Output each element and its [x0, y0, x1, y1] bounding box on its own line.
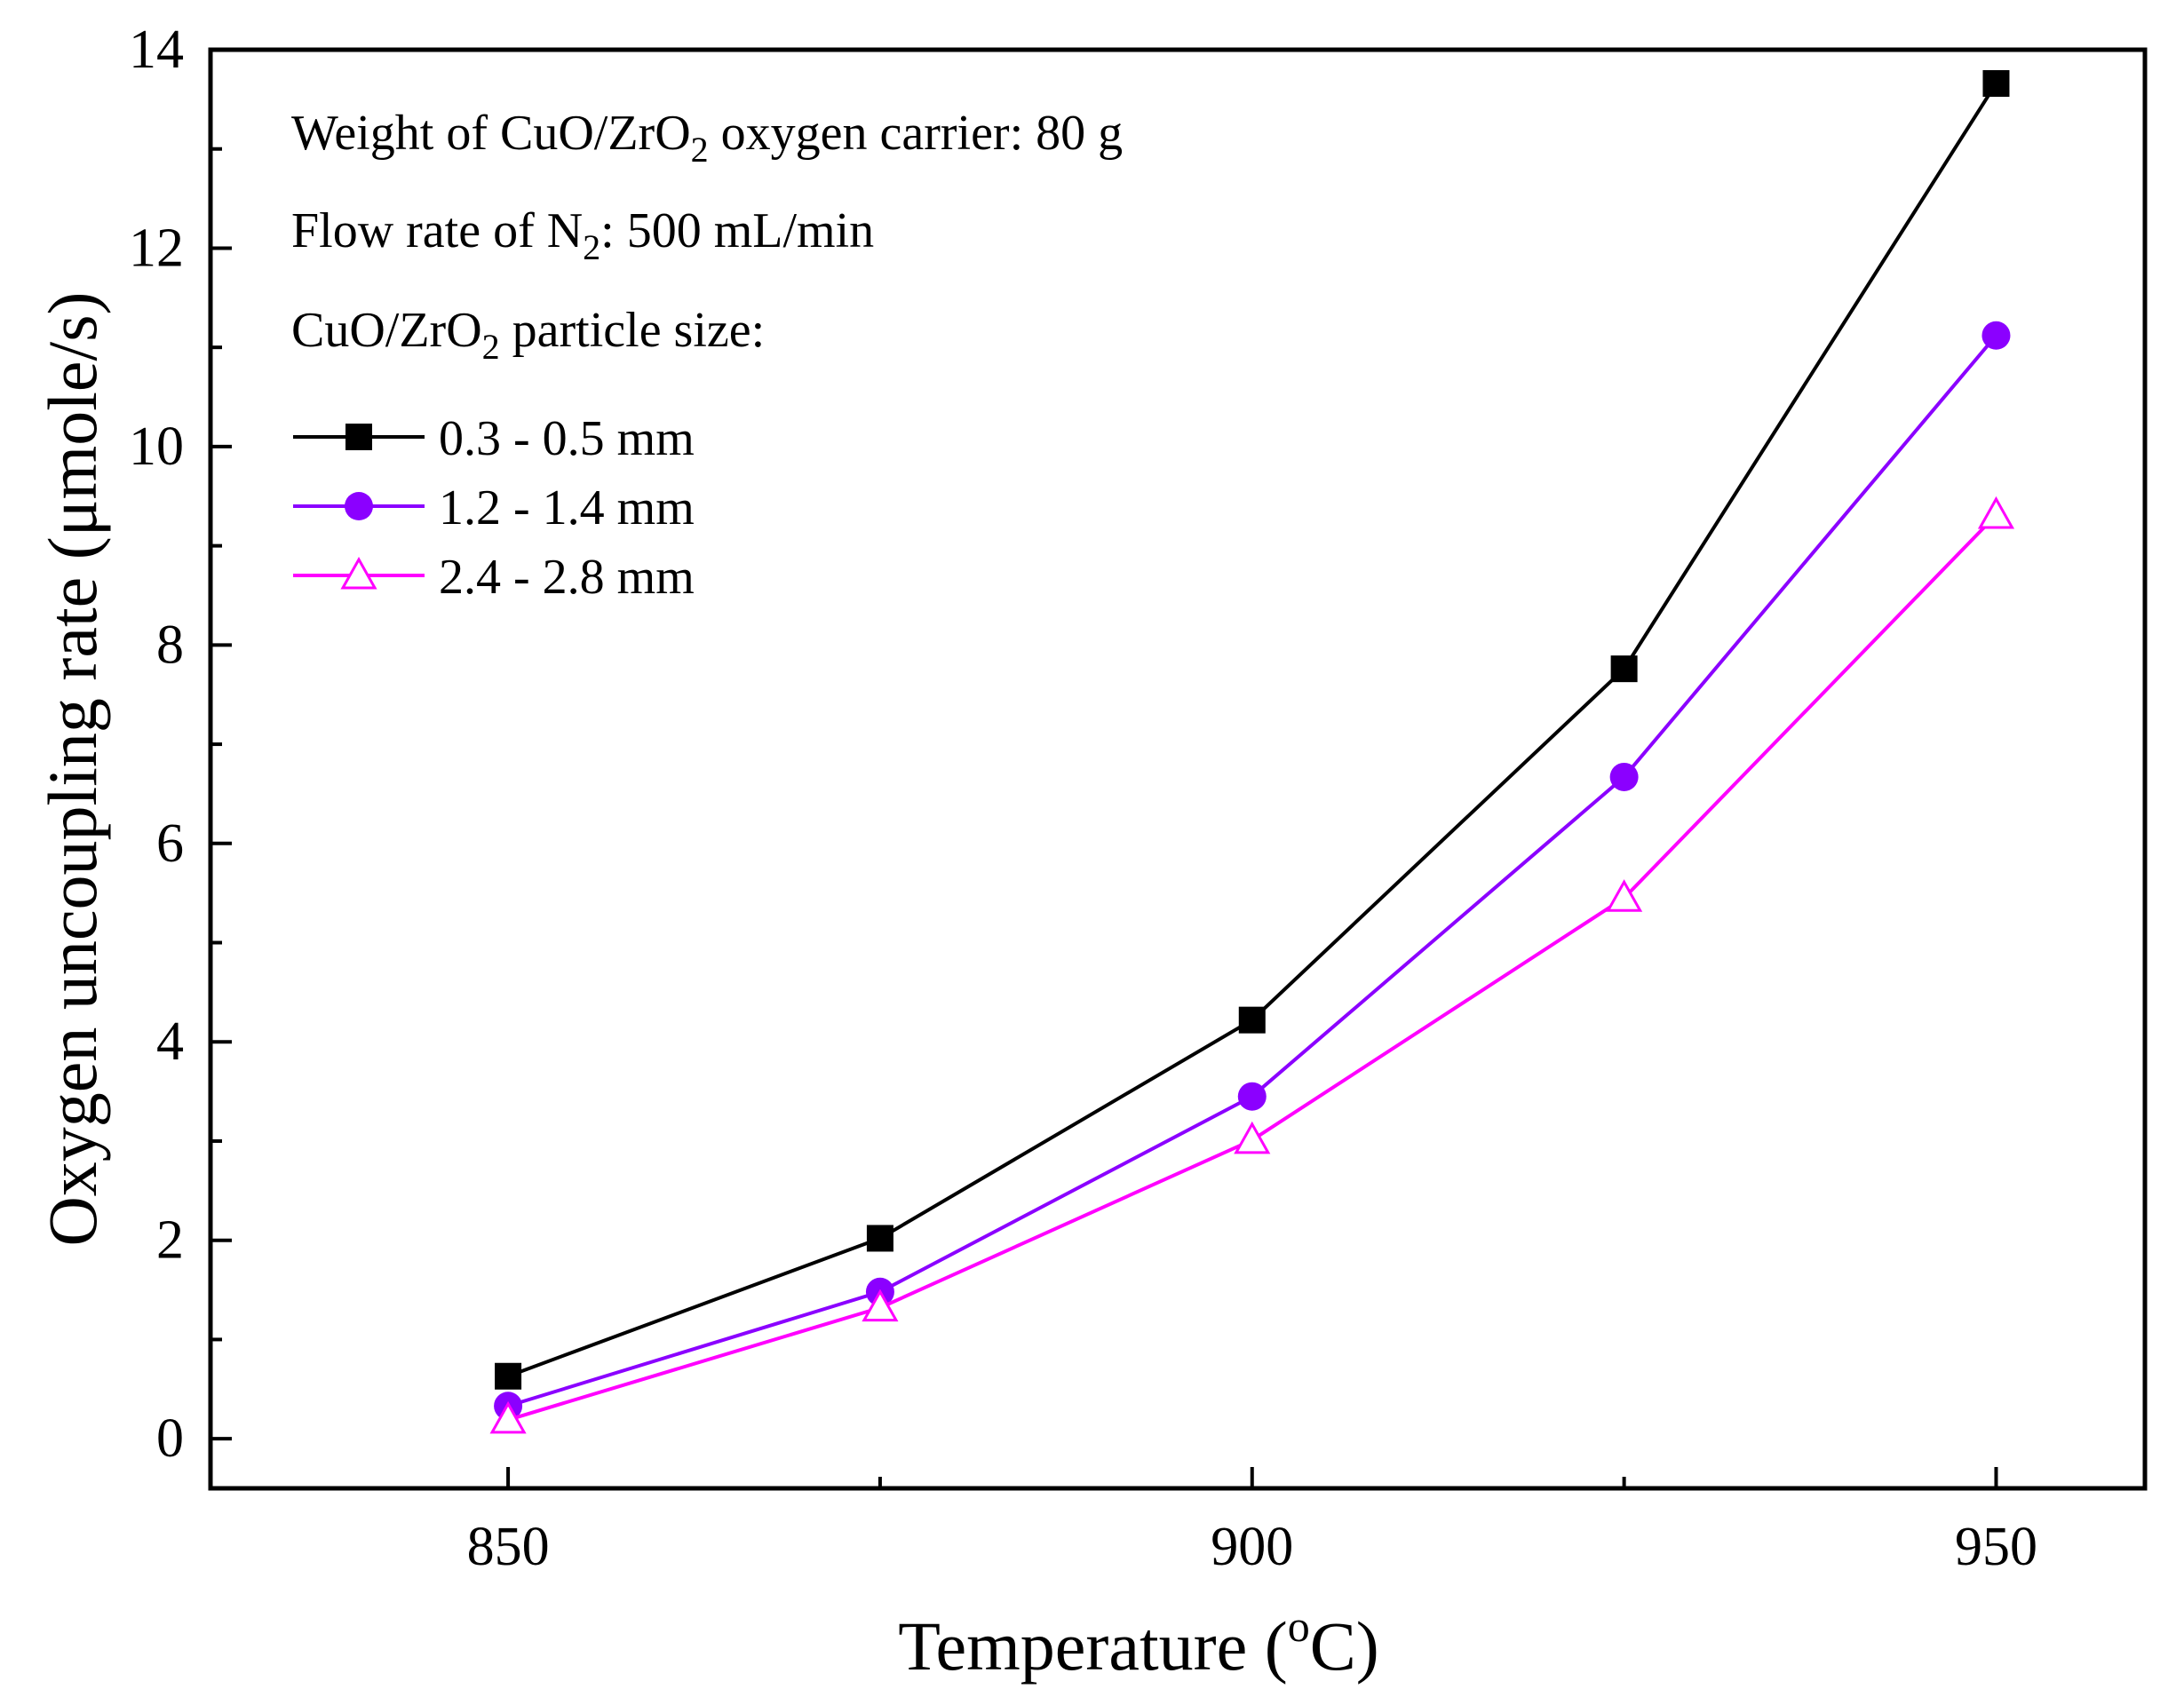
data-point-circle — [1609, 762, 1639, 791]
y-axis-title: Oxygen uncoupling rate (μmole/s) — [34, 291, 111, 1246]
data-point-circle — [1981, 321, 2011, 350]
x-tick-label: 950 — [1955, 1517, 2037, 1577]
y-tick-label: 12 — [129, 218, 184, 278]
legend-marker-triangle — [340, 556, 377, 590]
y-tick-label: 10 — [129, 416, 184, 477]
data-point-square — [866, 1225, 893, 1252]
series-layer — [489, 69, 2015, 1434]
legend-entry-0.3-0.5mm: 0.3 - 0.5 mm — [293, 411, 695, 466]
series-line — [507, 82, 1998, 1378]
series-2 — [494, 321, 2011, 1421]
x-axis-title: Temperature (oC) — [898, 1601, 1378, 1685]
series-3 — [489, 496, 2015, 1434]
plot-frame — [208, 47, 2148, 1491]
y-tick-label: 2 — [156, 1210, 184, 1271]
annotation-weight: Weight of CuO/ZrO2 oxygen carrier: 80 g — [291, 106, 1123, 170]
legend-label-2.4-2.8mm: 2.4 - 2.8 mm — [439, 550, 695, 605]
y-axis: 0 2 4 6 8 10 12 14 — [129, 20, 232, 1469]
data-point-triangle — [862, 1289, 899, 1322]
data-point-square — [1982, 69, 2010, 97]
series-line — [507, 334, 1997, 1408]
data-point-triangle — [1977, 496, 2015, 529]
annotation-flow: Flow rate of N2: 500 mL/min — [291, 203, 874, 267]
legend-marker-square — [345, 424, 372, 450]
data-point-triangle — [1234, 1121, 1271, 1154]
series-1 — [495, 69, 2010, 1390]
y-tick-label: 0 — [156, 1408, 184, 1469]
annotation-particle-size: CuO/ZrO2 particle size: — [291, 303, 765, 367]
data-point-square — [1610, 655, 1638, 683]
y-tick-label: 14 — [129, 20, 184, 80]
legend-label-0.3-0.5mm: 0.3 - 0.5 mm — [439, 411, 695, 466]
data-point-triangle — [489, 1400, 527, 1434]
legend-label-1.2-1.4mm: 1.2 - 1.4 mm — [439, 480, 695, 535]
data-point-circle — [1237, 1082, 1267, 1111]
x-tick-label: 900 — [1211, 1517, 1293, 1577]
legend-entry-1.2-1.4mm: 1.2 - 1.4 mm — [293, 480, 695, 535]
data-point-square — [1238, 1006, 1266, 1034]
series-line — [507, 513, 1997, 1422]
y-tick-label: 4 — [156, 1011, 184, 1072]
legend: 0.3 - 0.5 mm 1.2 - 1.4 mm 2.4 - 2.8 mm — [293, 411, 695, 605]
y-tick-label: 8 — [156, 615, 184, 675]
legend-marker-circle — [345, 492, 373, 520]
data-point-square — [495, 1362, 522, 1390]
x-axis: 850 900 950 — [467, 1467, 2037, 1577]
legend-entry-2.4-2.8mm: 2.4 - 2.8 mm — [293, 550, 695, 605]
x-tick-label: 850 — [467, 1517, 550, 1577]
y-tick-label: 6 — [156, 813, 184, 874]
data-point-triangle — [1606, 879, 1643, 912]
